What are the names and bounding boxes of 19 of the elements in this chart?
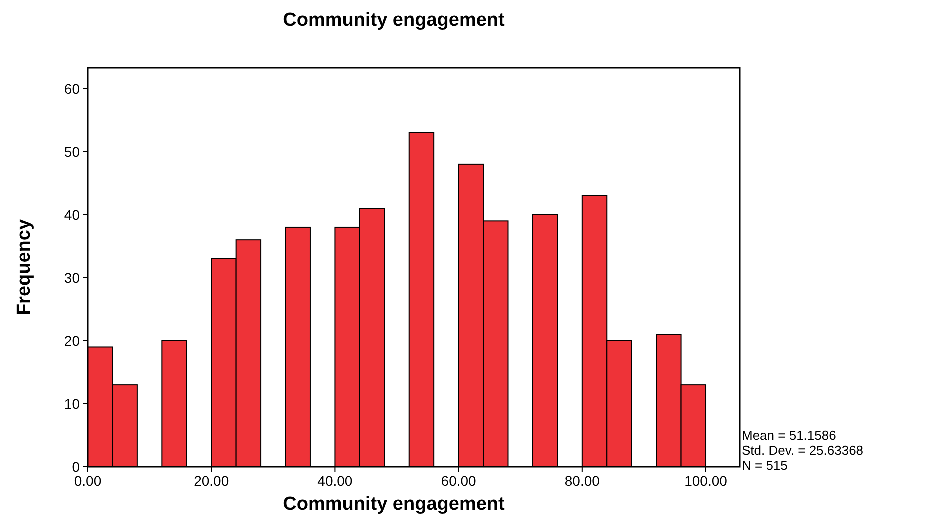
x-tick-label: 80.00 xyxy=(564,473,600,489)
x-axis-title: Community engagement xyxy=(283,494,506,515)
text: Std. Dev. = 25.63368 xyxy=(742,443,864,458)
y-tick-label: 50 xyxy=(64,144,80,160)
chart-title: Community engagement xyxy=(283,10,506,31)
x-tick-label: 100.00 xyxy=(684,473,728,489)
x-tick-label: 0.00 xyxy=(74,473,102,489)
text: Mean = 51.1586 xyxy=(742,428,836,443)
y-axis-title: Frequency xyxy=(14,219,35,316)
x-tick-label: 20.00 xyxy=(194,473,230,489)
y-tick-label: 0 xyxy=(72,459,80,475)
text: N = 515 xyxy=(742,458,788,473)
y-tick-label: 10 xyxy=(64,396,80,412)
y-tick-label: 20 xyxy=(64,332,80,349)
y-tick-label: 40 xyxy=(64,206,80,223)
x-tick-label: 40.00 xyxy=(318,473,353,489)
y-tick-label: 60 xyxy=(64,80,80,97)
y-tick-label: 30 xyxy=(64,270,80,286)
x-tick-label: 60.00 xyxy=(441,473,477,489)
